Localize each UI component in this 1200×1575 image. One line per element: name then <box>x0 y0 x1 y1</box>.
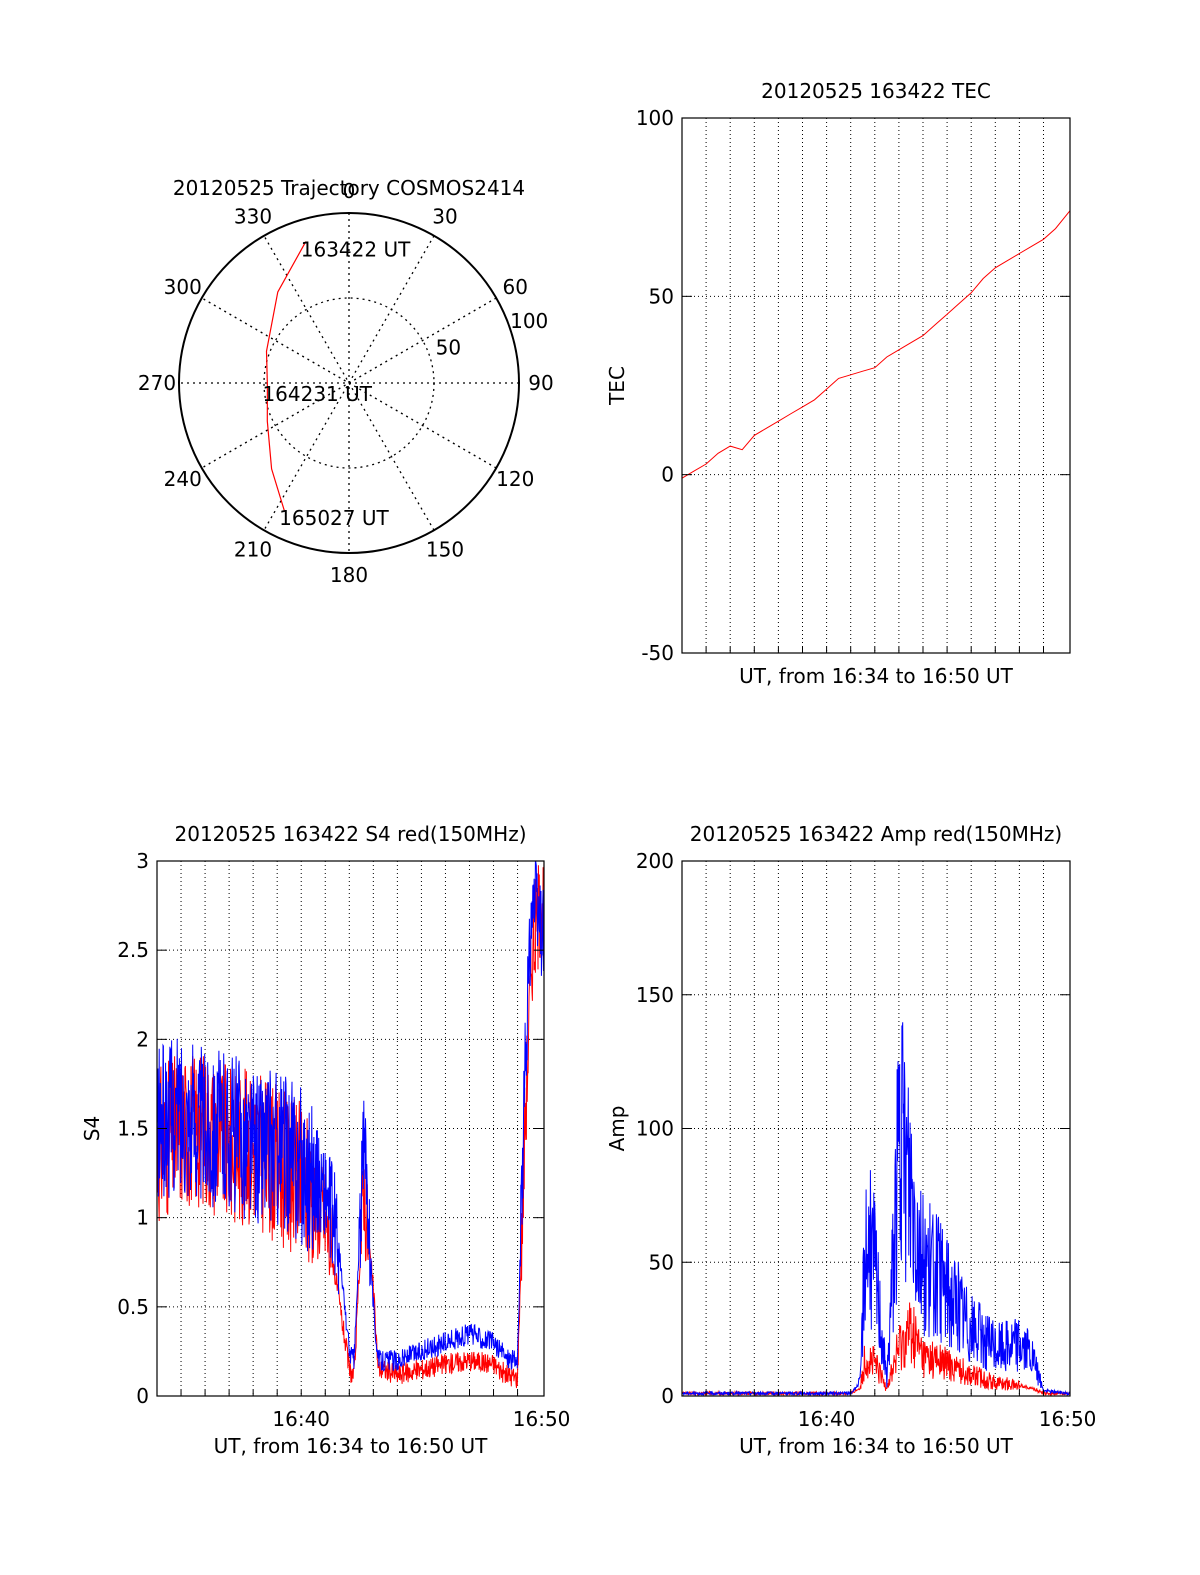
series-line-1 <box>681 1022 1071 1397</box>
y-tick-label: 0.5 <box>117 1295 149 1319</box>
polar-angle-label: 30 <box>432 205 457 229</box>
polar-angle-label: 300 <box>164 275 202 299</box>
chart-panel-1 <box>681 117 1071 654</box>
polar-trajectory-line <box>265 241 307 511</box>
series-line-1 <box>156 860 545 1372</box>
polar-angle-label: 330 <box>234 205 272 229</box>
plot-frame <box>681 117 1071 654</box>
chart-panel-3 <box>681 860 1071 1397</box>
y-axis-label: TEC <box>605 366 629 406</box>
polar-angle-label: 60 <box>503 275 528 299</box>
polar-angle-label: 0 <box>343 179 356 203</box>
y-tick-label: 0 <box>136 1384 149 1408</box>
y-tick-label: 100 <box>636 106 674 130</box>
x-axis-label: UT, from 16:34 to 16:50 UT <box>214 1434 489 1458</box>
y-tick-label: 1 <box>136 1206 149 1230</box>
y-tick-label: 200 <box>636 849 674 873</box>
chart-panel-2 <box>156 860 545 1397</box>
y-tick-label: 2 <box>136 1027 149 1051</box>
polar-ring-50 <box>263 297 435 469</box>
polar-angle-label: 240 <box>164 467 202 491</box>
polar-spoke <box>263 235 435 531</box>
polar-annotation: 165027 UT <box>279 506 389 530</box>
y-tick-label: 150 <box>636 983 674 1007</box>
x-tick-label: 16:50 <box>513 1407 571 1431</box>
polar-angle-label: 210 <box>234 537 272 561</box>
y-tick-label: 50 <box>649 284 674 308</box>
y-tick-label: 0 <box>661 1384 674 1408</box>
polar-angle-label: 90 <box>528 371 553 395</box>
x-tick-label: 16:40 <box>272 1407 330 1431</box>
y-tick-label: 50 <box>649 1250 674 1274</box>
polar-title: 20120525 Trajectory COSMOS2414 <box>173 176 525 200</box>
polar-angle-label: 180 <box>330 563 368 587</box>
polar-angle-label: 120 <box>496 467 534 491</box>
y-axis-label: S4 <box>80 1116 104 1141</box>
y-tick-label: 1.5 <box>117 1117 149 1141</box>
chart-title: 20120525 163422 TEC <box>761 79 991 103</box>
y-axis-label: Amp <box>605 1106 629 1152</box>
y-tick-label: 0 <box>661 463 674 487</box>
chart-title: 20120525 163422 Amp red(150MHz) <box>690 822 1062 846</box>
x-tick-label: 16:40 <box>798 1407 856 1431</box>
x-tick-label: 16:50 <box>1039 1407 1097 1431</box>
series-line-0 <box>156 860 545 1389</box>
polar-outer-ring <box>178 212 520 554</box>
polar-angle-label: 150 <box>426 537 464 561</box>
polar-radial-label: 100 <box>510 309 548 333</box>
y-tick-label: 3 <box>136 849 149 873</box>
polar-annotation: 164231 UT <box>262 382 372 406</box>
series-line-0 <box>681 210 1071 479</box>
polar-chart <box>178 212 520 554</box>
y-tick-label: 100 <box>636 1117 674 1141</box>
polar-annotation: 163422 UT <box>301 238 411 262</box>
x-axis-label: UT, from 16:34 to 16:50 UT <box>739 664 1014 688</box>
y-tick-label: -50 <box>641 641 674 665</box>
chart-title: 20120525 163422 S4 red(150MHz) <box>175 822 527 846</box>
x-axis-label: UT, from 16:34 to 16:50 UT <box>739 1434 1014 1458</box>
polar-radial-label: 50 <box>436 335 461 359</box>
plot-frame <box>681 860 1071 1397</box>
polar-angle-label: 270 <box>138 371 176 395</box>
y-tick-label: 2.5 <box>117 938 149 962</box>
